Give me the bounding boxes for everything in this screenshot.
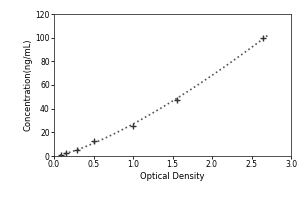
X-axis label: Optical Density: Optical Density	[140, 172, 205, 181]
Y-axis label: Concentration(ng/mL): Concentration(ng/mL)	[24, 39, 33, 131]
